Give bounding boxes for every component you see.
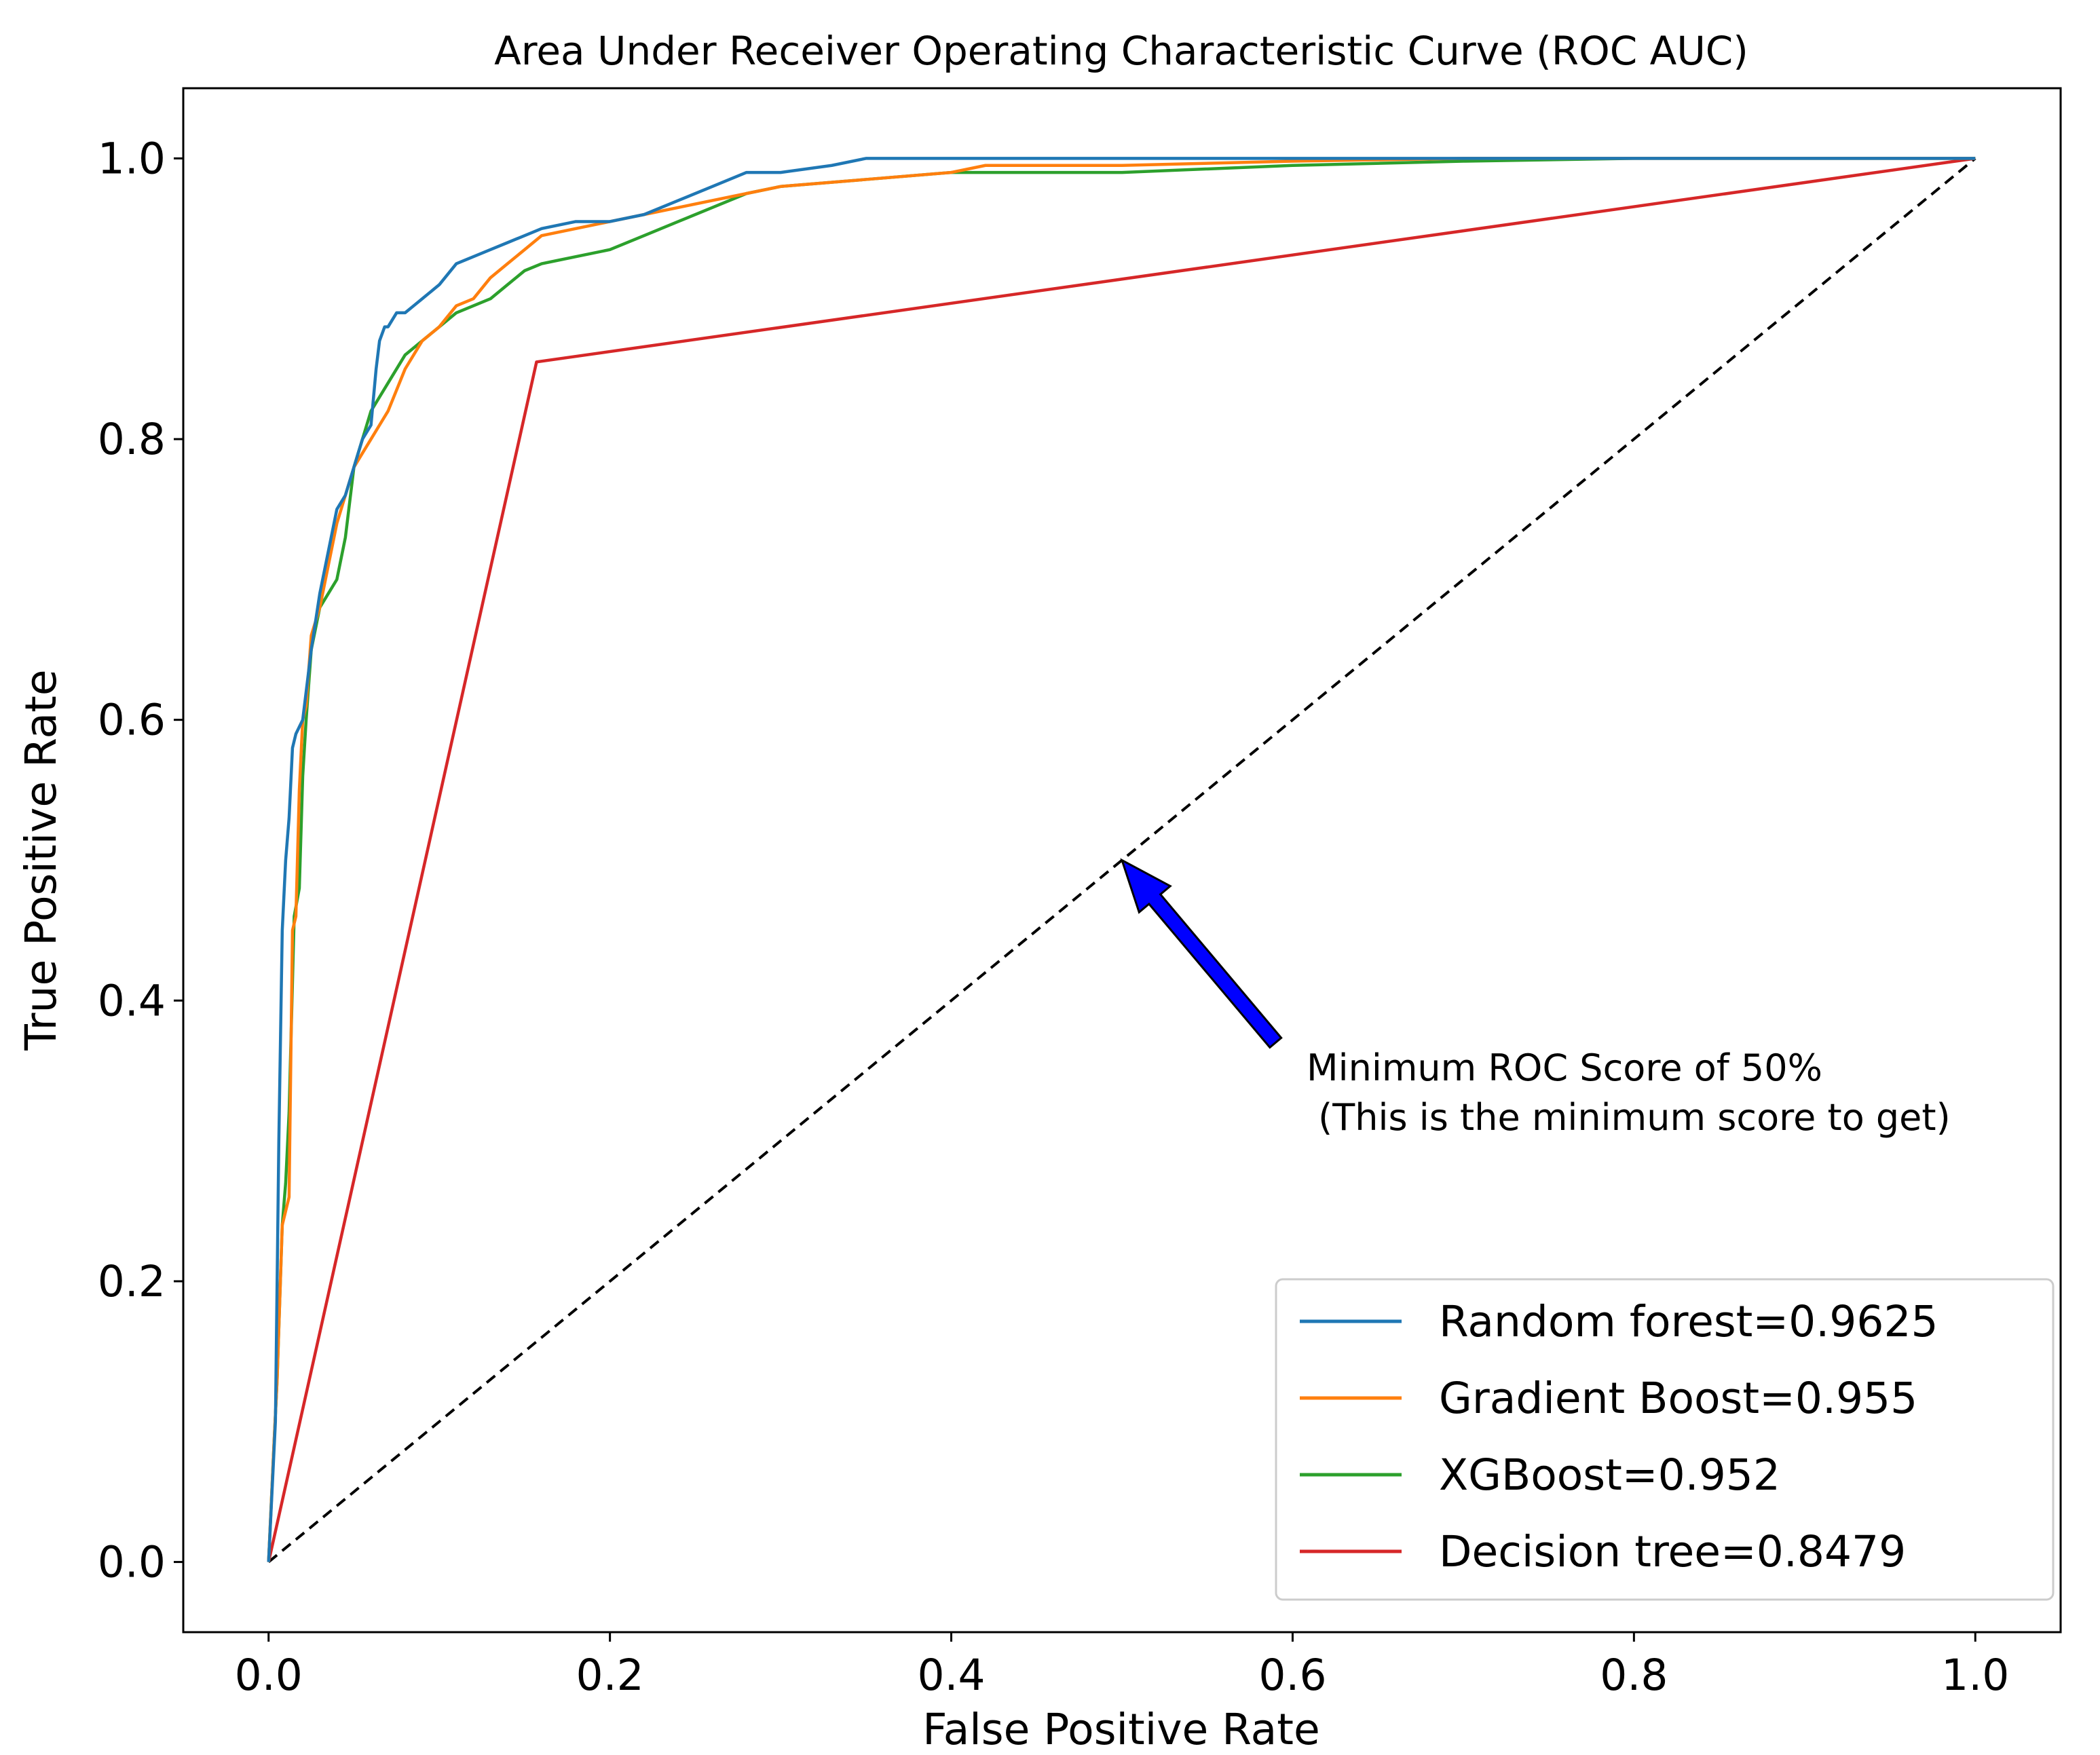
legend-label: Gradient Boost=0.955 bbox=[1439, 1374, 1917, 1423]
annotation-line-1: Minimum ROC Score of 50% bbox=[1307, 1046, 1822, 1089]
x-tick-label: 1.0 bbox=[1941, 1650, 2009, 1700]
series-line-gradient-boost bbox=[267, 157, 1976, 1562]
chart-title: Area Under Receiver Operating Characteri… bbox=[494, 28, 1748, 74]
series-line-random-forest bbox=[267, 157, 1976, 1562]
y-axis-ticks: 0.0 0.2 0.4 0.6 0.8 1.0 bbox=[98, 134, 183, 1587]
plot-area-frame bbox=[182, 87, 2062, 1634]
x-tick-label: 0.0 bbox=[235, 1650, 303, 1700]
legend-label: Random forest=0.9625 bbox=[1439, 1297, 1938, 1346]
legend-label: Decision tree=0.8479 bbox=[1439, 1527, 1906, 1577]
annotation: Minimum ROC Score of 50% (This is the mi… bbox=[1120, 858, 1951, 1139]
x-axis-label: False Positive Rate bbox=[922, 1705, 1320, 1754]
legend: Random forest=0.9625 Gradient Boost=0.955… bbox=[1275, 1278, 2055, 1601]
y-axis-label: True Positive Rate bbox=[16, 669, 66, 1051]
series-line-decision-tree bbox=[267, 157, 1976, 1563]
y-tick-label: 0.6 bbox=[98, 696, 166, 745]
annotation-line-2: (This is the minimum score to get) bbox=[1307, 1096, 1951, 1139]
annotation-arrow bbox=[1120, 858, 1283, 1049]
y-tick-label: 0.8 bbox=[98, 415, 166, 464]
x-axis-ticks: 0.0 0.2 0.4 0.6 0.8 1.0 bbox=[235, 1632, 2009, 1700]
legend-label: XGBoost=0.952 bbox=[1439, 1450, 1780, 1500]
y-tick-label: 0.2 bbox=[98, 1257, 166, 1306]
legend-box bbox=[1275, 1278, 2055, 1601]
y-tick-label: 0.4 bbox=[98, 976, 166, 1025]
x-tick-label: 0.8 bbox=[1600, 1650, 1668, 1700]
y-tick-label: 0.0 bbox=[98, 1538, 166, 1587]
x-tick-label: 0.4 bbox=[917, 1650, 985, 1700]
x-tick-label: 0.2 bbox=[576, 1650, 644, 1700]
y-tick-label: 1.0 bbox=[98, 134, 166, 183]
x-tick-label: 0.6 bbox=[1258, 1650, 1326, 1700]
